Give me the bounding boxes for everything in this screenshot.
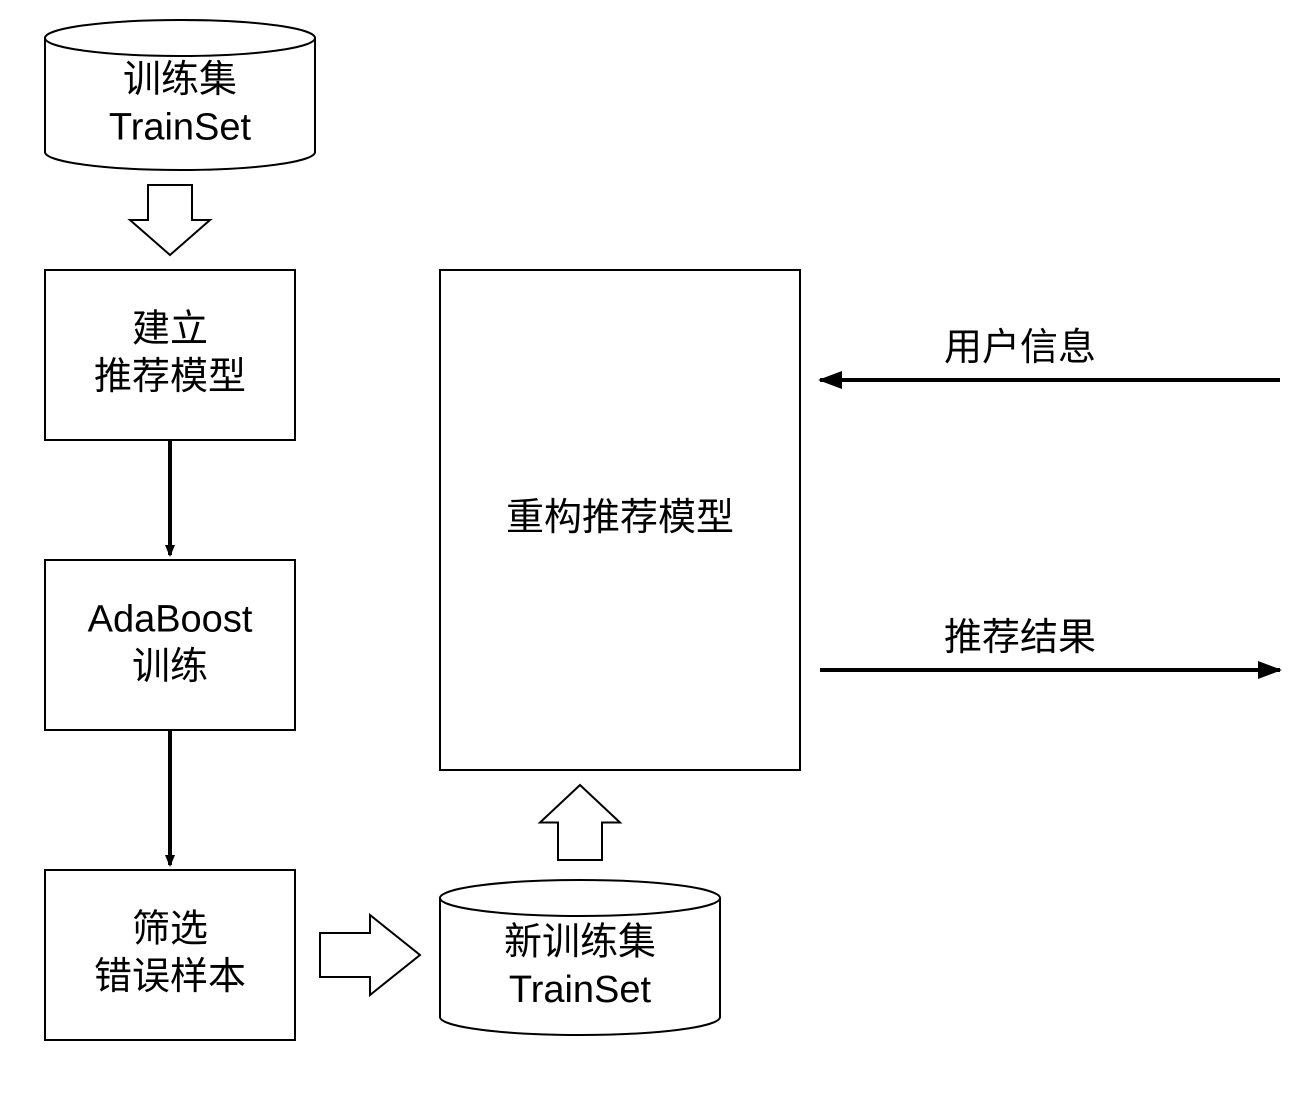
filter-label-0: 筛选 [132,908,208,950]
filter-label-1: 错误样本 [94,956,246,998]
new_trainset-label-0: 新训练集 [504,922,656,964]
filter: 筛选错误样本 [45,870,295,1040]
ha2 [320,915,420,995]
ea2-label: 推荐结果 [944,617,1096,659]
adaboost-label-1: 训练 [132,646,208,688]
trainset-label-0: 训练集 [123,59,237,101]
build_model-label-1: 推荐模型 [94,356,246,398]
rebuild-label-0: 重构推荐模型 [506,497,734,539]
new_trainset: 新训练集 TrainSet [440,880,720,1035]
rebuild: 重构推荐模型 [440,270,800,770]
build_model: 建立推荐模型 [45,270,295,440]
adaboost: AdaBoost 训练 [45,560,295,730]
new_trainset-label-1: TrainSet [509,969,652,1011]
ea1-label: 用户信息 [944,327,1096,369]
build_model-label-0: 建立 [132,308,208,350]
trainset-label-1: TrainSet [109,107,252,149]
adaboost-label-0: AdaBoost [88,598,253,640]
ha3 [540,785,620,860]
trainset: 训练集 TrainSet [45,20,315,170]
ha1 [130,185,210,255]
